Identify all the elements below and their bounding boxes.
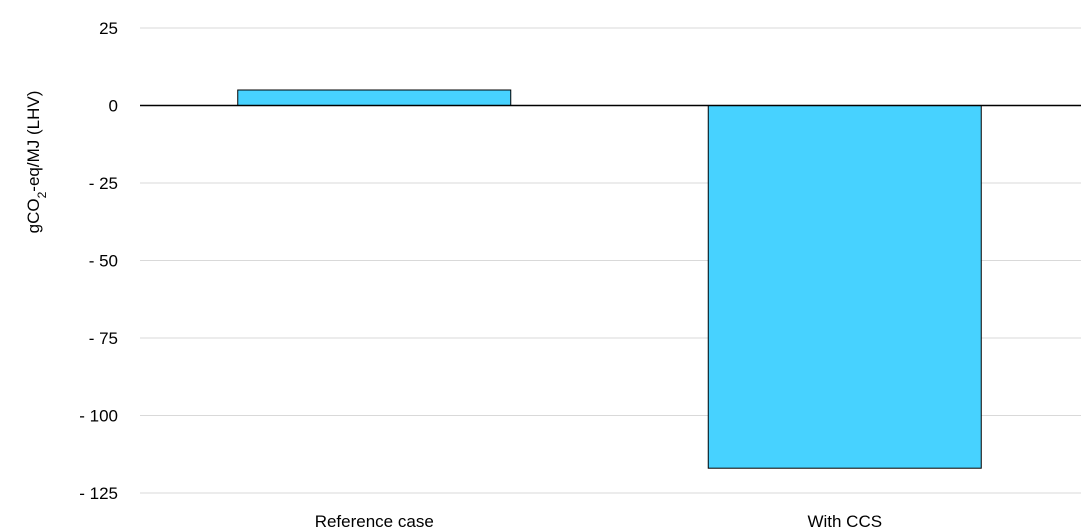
y-tick-label: 25 bbox=[99, 19, 118, 38]
x-category-labels: Reference case With CCS bbox=[315, 512, 882, 531]
y-tick-label: 0 bbox=[109, 97, 118, 116]
y-axis-title: gCO2-eq/MJ (LHV) bbox=[24, 91, 49, 234]
y-tick-label: - 25 bbox=[89, 174, 118, 193]
gridlines bbox=[140, 27, 1081, 494]
y-axis-title-subscript: 2 bbox=[35, 191, 49, 198]
y-tick-label: - 100 bbox=[79, 407, 118, 426]
y-axis-title-part-1: gCO bbox=[24, 198, 43, 233]
bar-with-ccs bbox=[707, 105, 982, 469]
y-tick-label: - 125 bbox=[79, 484, 118, 503]
x-category-label: With CCS bbox=[807, 512, 882, 531]
y-axis-title-part-2: -eq/MJ (LHV) bbox=[24, 91, 43, 192]
x-category-label: Reference case bbox=[315, 512, 434, 531]
bars bbox=[237, 89, 982, 469]
bar-reference-case bbox=[237, 89, 512, 106]
y-tick-labels: 25 0 - 25 - 50 - 75 - 100 - 125 bbox=[79, 19, 118, 503]
y-tick-label: - 75 bbox=[89, 329, 118, 348]
y-tick-label: - 50 bbox=[89, 252, 118, 271]
